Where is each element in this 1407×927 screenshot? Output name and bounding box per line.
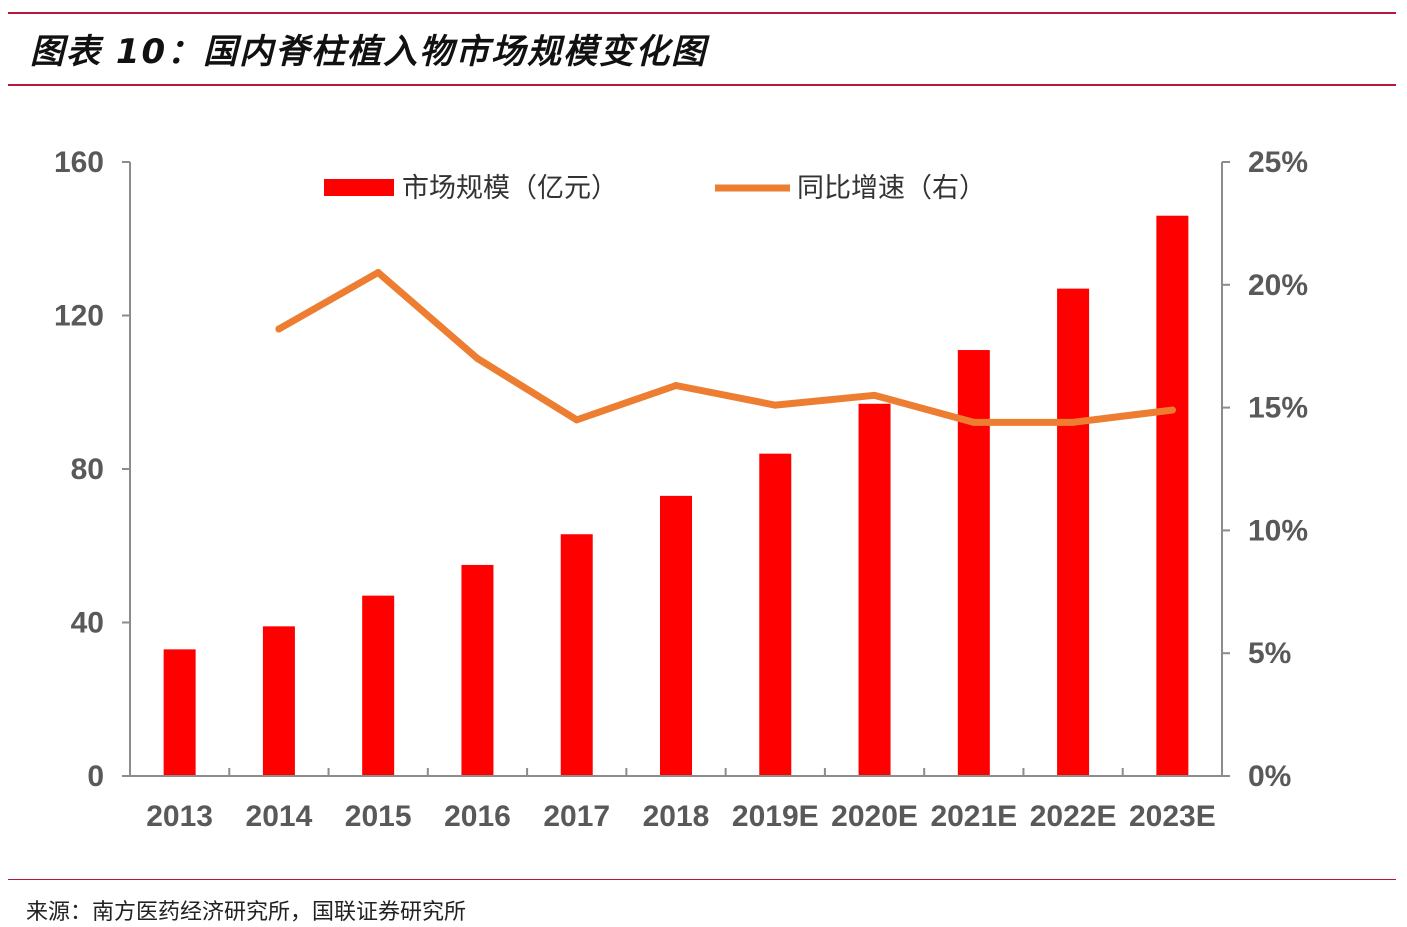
x-tick-label: 2023E	[1129, 800, 1216, 833]
source-note: 来源：南方医药经济研究所，国联证券研究所	[26, 900, 467, 925]
bar-2021E	[957, 350, 990, 776]
line-series	[275, 269, 1176, 426]
growth-point-2019E	[771, 401, 779, 409]
growth-point-2021E	[970, 418, 978, 426]
bar-2014	[262, 626, 295, 776]
x-tick-label: 2015	[345, 800, 412, 833]
left-tick-label: 0	[87, 760, 104, 793]
x-tick-label: 2013	[146, 800, 213, 833]
bar-2016	[461, 564, 494, 776]
left-tick-label: 120	[54, 300, 104, 333]
right-tick-label: 15%	[1248, 392, 1308, 425]
bar-2017	[560, 534, 593, 776]
axes: 0 40 80 120 160 0% 5% 10% 15% 20% 25% 2013 2014 2015 2…	[54, 146, 1308, 833]
bar-series	[163, 215, 1189, 777]
growth-line	[275, 269, 1176, 426]
combo-chart: 0 40 80 120 160 0% 5% 10% 15% 20% 25% 2013 2014 2015 2…	[54, 146, 1308, 833]
right-tick-label: 10%	[1248, 514, 1308, 547]
bar-2013	[163, 649, 196, 776]
x-tick-label: 2020E	[831, 800, 918, 833]
growth-point-2023E	[1168, 406, 1176, 414]
bar-2023E	[1156, 215, 1189, 777]
growth-point-2020E	[871, 391, 879, 399]
chart-title: 图表 10：国内脊柱植入物市场规模变化图	[30, 32, 708, 72]
growth-point-2016	[473, 354, 481, 362]
left-tick-label: 80	[71, 453, 104, 486]
right-tick-label: 25%	[1248, 146, 1308, 179]
footer-rule	[8, 879, 1396, 880]
title-rule	[8, 84, 1396, 86]
bar-2018	[660, 495, 692, 776]
x-tick-label: 2018	[643, 800, 710, 833]
growth-point-2017	[573, 416, 581, 424]
growth-point-2018	[672, 381, 680, 389]
growth-point-2022E	[1069, 418, 1077, 426]
growth-point-2015	[374, 269, 382, 277]
top-rule	[8, 12, 1396, 14]
x-tick-label: 2014	[246, 800, 313, 833]
left-tick-label: 160	[54, 146, 104, 179]
growth-point-2014	[275, 325, 283, 333]
bar-2020E	[858, 403, 891, 776]
x-tick-label: 2016	[444, 800, 511, 833]
legend: 市场规模（亿元） 同比增速（右）	[324, 173, 986, 204]
x-tick-label: 2019E	[732, 800, 819, 833]
left-tick-label: 40	[71, 607, 104, 640]
x-tick-label: 2022E	[1030, 800, 1117, 833]
legend-swatch-bar	[324, 179, 394, 196]
bar-2015	[362, 595, 395, 776]
x-tick-label: 2017	[543, 800, 610, 833]
bar-2022E	[1057, 288, 1090, 776]
bar-2019E	[759, 453, 792, 776]
right-tick-label: 0%	[1248, 760, 1291, 793]
right-tick-label: 20%	[1248, 269, 1308, 302]
legend-label-bar: 市场规模（亿元）	[402, 173, 618, 204]
x-tick-label: 2021E	[930, 800, 1017, 833]
legend-label-line: 同比增速（右）	[797, 173, 986, 204]
right-tick-label: 5%	[1248, 637, 1291, 670]
